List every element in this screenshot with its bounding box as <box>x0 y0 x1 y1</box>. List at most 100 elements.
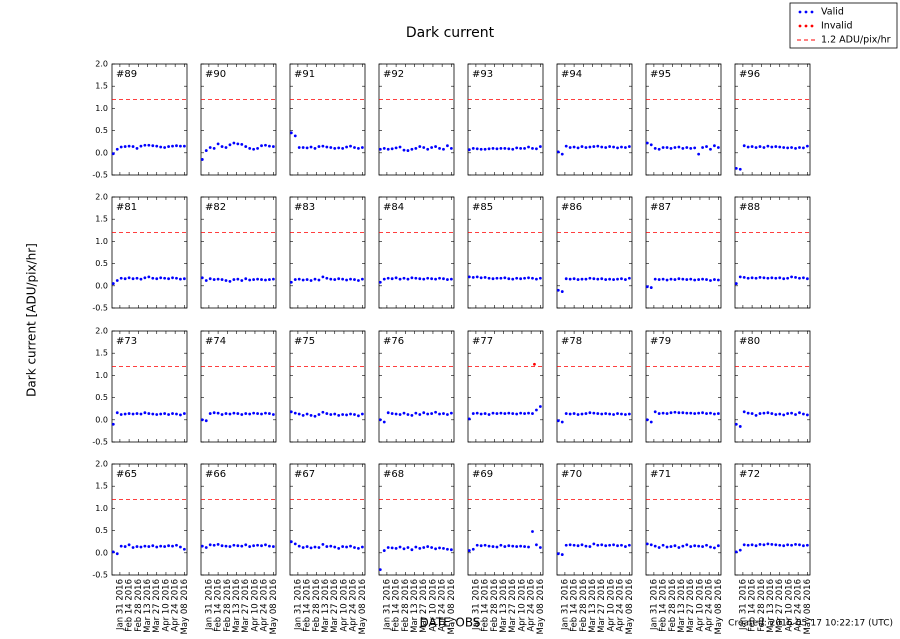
valid-point <box>600 412 604 416</box>
valid-point <box>271 413 275 416</box>
valid-point <box>805 543 809 547</box>
valid-point <box>402 547 406 551</box>
y-tick-label: 2.0 <box>95 60 108 69</box>
y-tick-label: 2.0 <box>95 327 108 336</box>
valid-point <box>442 277 445 281</box>
valid-point <box>627 276 631 280</box>
valid-point <box>475 543 479 547</box>
valid-point <box>734 166 738 170</box>
valid-point <box>167 277 170 281</box>
valid-point <box>271 145 275 148</box>
panel-frame <box>289 196 366 309</box>
x-tick-label: Jan 31 2016 <box>738 579 748 631</box>
valid-point <box>111 550 115 554</box>
x-tick-label: Jan 31 2016 <box>115 579 125 631</box>
valid-point <box>204 149 208 152</box>
valid-point <box>604 278 608 281</box>
panel-title: #72 <box>739 469 760 480</box>
valid-point <box>697 152 701 156</box>
legend-marker <box>798 10 802 14</box>
panel-title: #77 <box>472 336 493 347</box>
valid-point <box>398 413 402 416</box>
valid-point <box>333 412 337 416</box>
valid-point <box>248 545 252 548</box>
valid-point <box>681 544 685 548</box>
valid-point <box>491 411 495 415</box>
valid-point <box>515 545 519 548</box>
panel-frame <box>111 63 188 176</box>
valid-point <box>135 276 139 280</box>
valid-point <box>434 145 437 148</box>
valid-point <box>782 146 786 149</box>
valid-point <box>701 277 704 281</box>
valid-point <box>491 545 495 548</box>
valid-point <box>627 543 631 547</box>
valid-point <box>147 412 151 415</box>
valid-point <box>212 146 216 150</box>
valid-point <box>224 412 228 415</box>
valid-point <box>805 144 809 148</box>
valid-point <box>709 411 712 415</box>
valid-point <box>147 275 151 279</box>
valid-point <box>422 277 426 281</box>
valid-point <box>616 277 619 281</box>
x-tick-label: Jan 31 2016 <box>649 579 659 631</box>
valid-point <box>159 276 163 280</box>
valid-point <box>422 411 426 415</box>
valid-point <box>527 145 530 149</box>
panel-frame <box>378 196 455 309</box>
valid-point <box>754 146 758 149</box>
valid-point <box>143 544 147 548</box>
valid-point <box>123 277 127 281</box>
valid-point <box>171 144 174 148</box>
valid-point <box>519 544 523 548</box>
valid-point <box>746 145 750 149</box>
valid-point <box>665 146 669 149</box>
valid-point <box>220 145 224 148</box>
valid-point <box>297 544 301 548</box>
x-tick-label: Apr 24 2016 <box>438 579 448 632</box>
valid-point <box>604 544 608 548</box>
valid-point <box>802 544 805 548</box>
valid-point <box>446 144 449 148</box>
valid-point <box>260 412 263 416</box>
valid-point <box>171 276 174 280</box>
x-tick-label: Mar 27 2016 <box>597 579 607 633</box>
valid-point <box>449 411 453 415</box>
valid-point <box>790 275 793 279</box>
valid-point <box>560 290 564 293</box>
valid-point <box>523 545 526 548</box>
y-tick-label: 0.0 <box>95 415 108 424</box>
valid-point <box>746 276 750 280</box>
valid-point <box>786 412 790 415</box>
valid-point <box>531 146 534 150</box>
valid-point <box>232 543 236 547</box>
valid-point <box>293 134 297 138</box>
valid-point <box>657 147 661 151</box>
valid-point <box>790 146 793 149</box>
valid-point <box>115 552 119 556</box>
valid-point <box>697 544 701 548</box>
valid-point <box>564 543 568 547</box>
valid-point <box>256 543 259 547</box>
valid-point <box>774 145 778 148</box>
valid-point <box>179 144 182 148</box>
valid-point <box>378 147 382 151</box>
valid-point <box>151 544 155 548</box>
panel-title: #76 <box>383 336 404 347</box>
valid-point <box>560 553 564 556</box>
x-tick-label: Mar 27 2016 <box>241 579 251 633</box>
valid-point <box>236 277 240 281</box>
valid-point <box>673 278 677 281</box>
valid-point <box>345 545 348 549</box>
valid-point <box>701 411 704 415</box>
valid-point <box>665 278 669 282</box>
valid-point <box>794 146 797 150</box>
valid-point <box>495 412 499 415</box>
valid-point <box>353 146 356 149</box>
x-tick-label: Mar 13 2016 <box>410 579 420 633</box>
valid-point <box>135 146 139 150</box>
valid-point <box>669 545 673 548</box>
x-tick-label: Apr 10 2016 <box>517 579 527 632</box>
